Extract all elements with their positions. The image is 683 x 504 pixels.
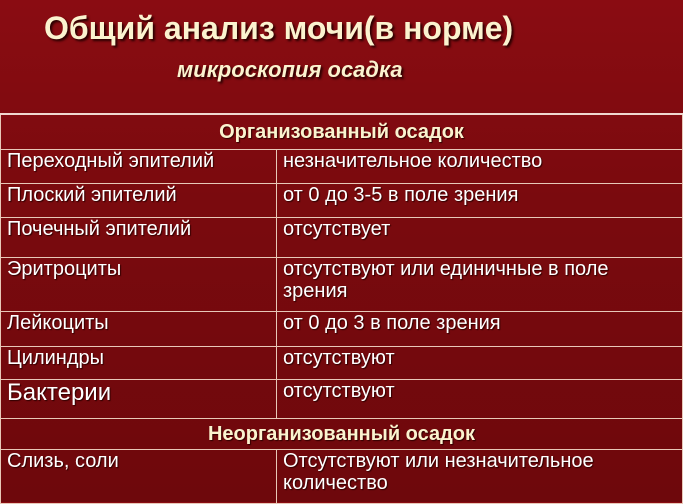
row-value: отсутствует: [276, 216, 683, 258]
row-name: Цилиндры: [0, 345, 277, 380]
table-row: Цилиндры отсутствуют: [0, 345, 683, 380]
slide-title: Общий анализ мочи(в норме): [44, 10, 514, 46]
row-name: Почечный эпителий: [0, 216, 277, 258]
row-name: Эритроциты: [0, 256, 277, 312]
row-value: отсутствуют: [276, 378, 683, 419]
table-row: Эритроциты отсутствуют или единичные в по…: [0, 256, 683, 312]
row-name: Бактерии: [0, 378, 277, 419]
row-name: Лейкоциты: [0, 310, 277, 347]
section-header-row: Организованный осадок: [0, 113, 683, 150]
table-row: Переходный эпителий незначительное количе…: [0, 148, 683, 184]
section-header-row: Неорганизованный осадок: [0, 417, 683, 450]
table-row: Плоский эпителий от 0 до 3-5 в поле зрени…: [0, 182, 683, 218]
row-value: отсутствуют или единичные в поле зрения: [276, 256, 683, 312]
row-name: Переходный эпителий: [0, 148, 277, 184]
row-value: незначительное количество: [276, 148, 683, 184]
row-value: от 0 до 3 в поле зрения: [276, 310, 683, 347]
row-value: Отсутствуют или незначительное количеств…: [276, 448, 683, 504]
row-value: отсутствуют: [276, 345, 683, 380]
table-row: Слизь, соли Отсутствуют или незначительно…: [0, 448, 683, 504]
section-heading: Неорганизованный осадок: [0, 417, 683, 450]
section-heading: Организованный осадок: [0, 113, 683, 150]
row-name: Слизь, соли: [0, 448, 277, 504]
table-row: Почечный эпителий отсутствует: [0, 216, 683, 258]
row-value: от 0 до 3-5 в поле зрения: [276, 182, 683, 218]
slide-subtitle: микроскопия осадка: [177, 57, 403, 82]
table-row: Бактерии отсутствуют: [0, 378, 683, 419]
urinalysis-table: Организованный осадок Переходный эпители…: [0, 113, 683, 504]
table-row: Лейкоциты от 0 до 3 в поле зрения: [0, 310, 683, 347]
row-name: Плоский эпителий: [0, 182, 277, 218]
